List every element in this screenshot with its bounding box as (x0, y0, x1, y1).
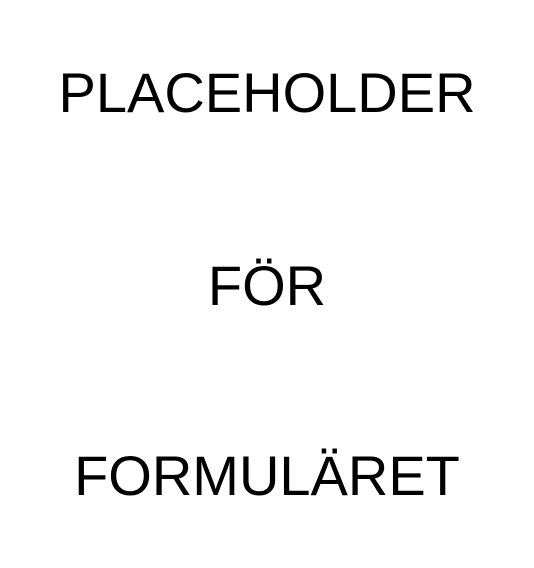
placeholder-line-3: FORMULÄRET (74, 444, 460, 507)
placeholder-line-2: FÖR (207, 254, 327, 317)
placeholder-line-1: PLACEHOLDER (58, 61, 476, 124)
